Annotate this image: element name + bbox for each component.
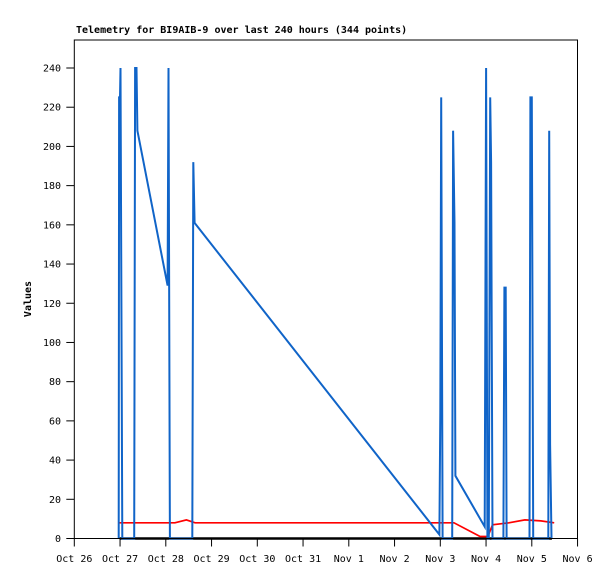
x-axis-ticks: Oct 26 Oct 27 Oct 28 Oct 29 Oct 30 Oct 31 Nov … [56,538,593,565]
x-tick-label: Nov 3 [425,554,455,565]
y-tick-label: 220 [43,103,61,114]
x-tick-label: Oct 26 [56,554,92,565]
plot-border [73,39,579,539]
x-tick-label: Oct 27 [102,554,138,565]
series-line-telemetry-channel-red [118,519,555,538]
x-tick-label: Nov 4 [471,554,501,565]
y-tick-label: 40 [49,456,61,467]
y-tick-label: 20 [49,495,61,506]
y-tick-label: 80 [49,377,61,388]
x-tick-label: Oct 28 [148,554,184,565]
y-tick-label: 160 [43,220,61,231]
x-tick-label: Nov 2 [379,554,409,565]
y-axis-label: Values [23,281,34,317]
chart-title: Telemetry for BI9AIB-9 over last 240 hou… [76,24,407,36]
x-tick-label: Oct 30 [239,554,275,565]
plot-frame [73,39,579,539]
y-tick-label: 180 [43,181,61,192]
y-axis-ticks: 0 20 40 60 80 100 120 140 160 180 200 220 240 [43,64,75,545]
y-tick-label: 120 [43,299,61,310]
y-tick-label: 100 [43,338,61,349]
y-tick-label: 200 [43,142,61,153]
x-tick-label: Nov 5 [517,554,547,565]
series-line-telemetry-channel-blue [117,67,553,540]
x-tick-label: Oct 29 [193,554,229,565]
x-tick-label: Nov 6 [562,554,592,565]
x-tick-label: Nov 1 [334,554,364,565]
y-tick-label: 140 [43,260,61,271]
y-tick-label: 60 [49,416,61,427]
x-tick-label: Oct 31 [285,554,321,565]
data-series-group [117,67,555,540]
y-tick-label: 0 [55,534,61,545]
y-tick-label: 240 [43,64,61,75]
